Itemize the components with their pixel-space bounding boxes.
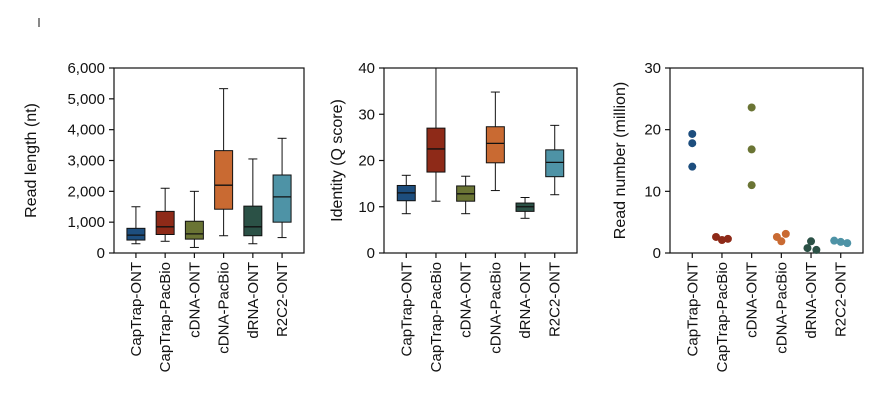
data-point <box>781 229 790 238</box>
box-body <box>272 174 292 223</box>
data-point <box>747 145 756 154</box>
y-tick-label: 40 <box>358 60 375 77</box>
data-point <box>830 236 839 245</box>
points-captrap-ont <box>688 129 697 171</box>
data-point <box>777 237 786 246</box>
y-axis-title: Read length (nt) <box>23 103 40 218</box>
data-point <box>688 129 697 138</box>
y-tick-label: 30 <box>358 106 375 123</box>
x-tick-label-r2c2-ont: R2C2-ONT <box>547 262 564 337</box>
data-point <box>836 237 845 246</box>
y-tick-label: 6,000 <box>67 60 105 77</box>
box-drna-ont <box>243 158 263 245</box>
y-tick-label: 10 <box>358 199 375 216</box>
plot-frame <box>113 67 305 254</box>
y-tick-label: 3,000 <box>67 153 105 170</box>
read-length-panel: 0 1,000 2,000 3,000 4,000 5,000 6,000 Read leng… <box>23 60 305 372</box>
box-cdna-ont <box>184 190 204 248</box>
data-point <box>812 245 821 254</box>
x-tick-label-cdna-ont: cDNA-ONT <box>458 262 475 338</box>
box-body <box>155 210 175 235</box>
points-cdna-pacbio <box>772 229 790 246</box>
x-tick-label-captrap-ont: CapTrap-ONT <box>398 262 415 356</box>
x-tick-label-captrap-ont: CapTrap-ONT <box>128 262 145 356</box>
x-tick-label-captrap-pacbio: CapTrap-PacBio <box>714 262 731 372</box>
x-tick-label-captrap-pacbio: CapTrap-PacBio <box>157 262 174 372</box>
x-tick-label-captrap-ont: CapTrap-ONT <box>684 262 701 356</box>
y-tick-label: 5,000 <box>67 91 105 108</box>
y-tick-label: 4,000 <box>67 122 105 139</box>
x-tick-label-cdna-pacbio: cDNA-PacBio <box>216 262 233 354</box>
box-captrap-pacbio <box>155 187 175 242</box>
points-captrap-pacbio <box>712 232 732 245</box>
box-cdna-ont <box>456 175 476 215</box>
data-point <box>712 232 721 241</box>
plot-frame <box>669 67 864 254</box>
data-point <box>747 103 756 112</box>
x-tick-label-drna-ont: dRNA-ONT <box>803 262 820 339</box>
points-cdna-ont <box>747 103 756 190</box>
y-tick-label: 0 <box>653 245 661 262</box>
box-cdna-pacbio <box>214 88 234 237</box>
data-point <box>688 139 697 148</box>
x-tick-label-drna-ont: dRNA-ONT <box>517 262 534 339</box>
x-tick-label-cdna-ont: cDNA-ONT <box>186 262 203 338</box>
box-body <box>184 220 204 240</box>
box-body <box>426 127 446 173</box>
data-point <box>688 162 697 171</box>
data-point <box>747 181 756 190</box>
read-number-panel: 0 10 20 30 Read number (million) CapTrap-ONT C… <box>612 60 864 372</box>
box-captrap-ont <box>396 174 416 215</box>
y-tick-label: 1,000 <box>67 214 105 231</box>
x-tick-label-r2c2-ont: R2C2-ONT <box>274 262 291 337</box>
identity-panel: 0 10 20 30 40 Identity (Q score) CapTrap-ONT Ca… <box>329 60 578 372</box>
box-cdna-pacbio <box>485 91 505 192</box>
data-point <box>717 236 726 245</box>
points-drna-ont <box>803 237 821 254</box>
data-point <box>803 244 812 253</box>
box-body <box>126 227 146 241</box>
box-captrap-ont <box>126 206 146 245</box>
box-r2c2-ont <box>272 137 292 239</box>
y-tick-label: 0 <box>97 245 105 262</box>
y-tick-label: 2,000 <box>67 183 105 200</box>
box-r2c2-ont <box>545 124 565 196</box>
x-tick-label-cdna-pacbio: cDNA-PacBio <box>487 262 504 354</box>
box-captrap-pacbio <box>426 67 446 202</box>
y-tick-label: 0 <box>367 245 375 262</box>
y-axis-title: Identity (Q score) <box>329 99 346 222</box>
box-body <box>243 205 263 237</box>
x-tick-label-r2c2-ont: R2C2-ONT <box>833 262 850 337</box>
x-tick-label-drna-ont: dRNA-ONT <box>245 262 262 339</box>
y-axis-title: Read number (million) <box>612 82 629 239</box>
x-tick-label-captrap-pacbio: CapTrap-PacBio <box>428 262 445 372</box>
box-drna-ont <box>515 197 535 219</box>
y-tick-label: 30 <box>644 60 661 77</box>
x-tick-label-cdna-ont: cDNA-ONT <box>744 262 761 338</box>
x-tick-label-cdna-pacbio: cDNA-PacBio <box>773 262 790 354</box>
data-point <box>807 237 816 246</box>
points-r2c2-ont <box>830 236 852 248</box>
box-body <box>545 149 565 178</box>
y-tick-label: 20 <box>644 122 661 139</box>
box-body <box>214 150 234 210</box>
box-body <box>485 126 505 164</box>
y-tick-label: 10 <box>644 183 661 200</box>
data-point <box>843 239 852 248</box>
data-point <box>723 234 732 243</box>
y-tick-label: 20 <box>358 153 375 170</box>
